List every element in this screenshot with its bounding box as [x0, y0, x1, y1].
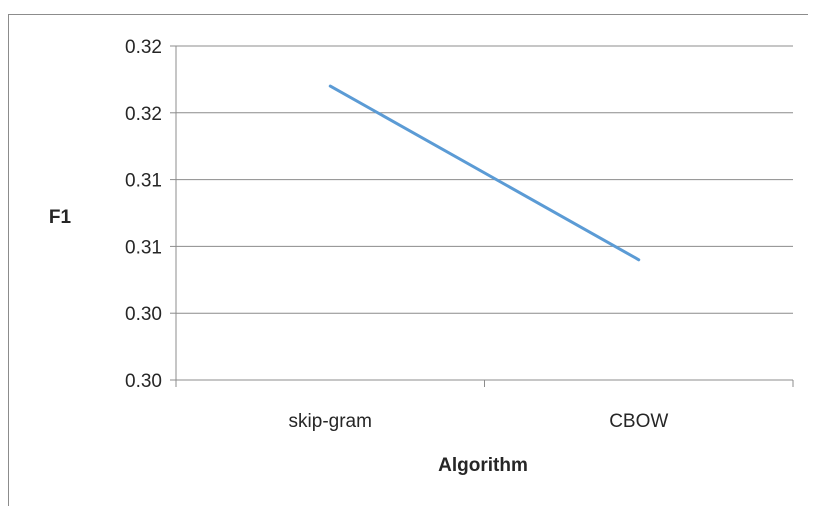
y-axis-title: F1 [49, 207, 72, 228]
x-tick-label: CBOW [609, 411, 668, 432]
x-axis-tick-labels: skip-gram CBOW [289, 411, 669, 432]
y-tick-label: 0.32 [125, 37, 162, 58]
y-tick-label: 0.31 [125, 171, 162, 192]
series-layer [328, 84, 641, 262]
series-line [328, 84, 641, 262]
x-axis [175, 46, 794, 387]
y-axis-tick-labels: 0.30 0.30 0.31 0.31 0.32 0.32 [125, 37, 162, 392]
y-tick-label: 0.32 [125, 104, 162, 125]
x-tick-label: skip-gram [289, 411, 372, 432]
y-tick-label: 0.30 [125, 371, 162, 392]
chart-frame [8, 14, 808, 506]
y-tick-label: 0.31 [125, 237, 162, 258]
gridlines [170, 45, 793, 381]
x-axis-title: Algorithm [438, 455, 528, 476]
y-tick-label: 0.30 [125, 304, 162, 325]
